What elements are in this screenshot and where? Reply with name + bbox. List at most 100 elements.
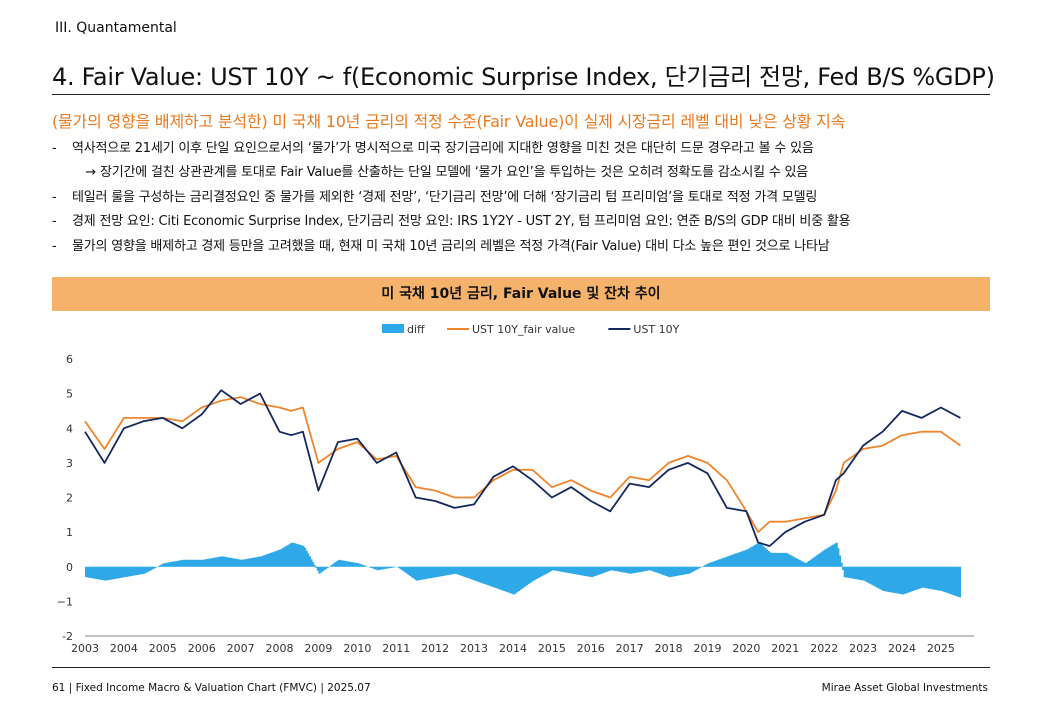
diff-bar <box>183 559 187 567</box>
x-tick-label: 2007 <box>227 642 255 655</box>
diff-bar <box>704 565 707 567</box>
diff-bar <box>838 555 842 567</box>
diff-bar <box>383 566 386 570</box>
y-tick-label: 5 <box>66 388 73 401</box>
diff-bar <box>582 566 585 576</box>
diff-bar <box>431 566 435 578</box>
diff-bar <box>718 559 722 567</box>
diff-bar <box>889 566 892 593</box>
diff-bar <box>266 554 269 567</box>
diff-bar <box>294 543 297 567</box>
diff-bar <box>188 559 191 567</box>
diff-bar <box>537 566 540 579</box>
diff-bar <box>490 566 493 587</box>
diff-bar <box>352 562 355 567</box>
diff-bar <box>193 559 196 567</box>
diff-bar <box>206 558 209 567</box>
diff-bar <box>336 560 339 567</box>
bullet-text: 역사적으로 21세기 이후 단일 요인으로서의 ‘물가’가 명시적으로 미국 장… <box>72 141 814 156</box>
diff-bar <box>723 557 726 567</box>
diff-bar <box>305 550 308 567</box>
diff-bar <box>594 566 597 576</box>
diff-bar <box>782 552 785 567</box>
diff-bar <box>347 561 350 567</box>
diff-bar <box>307 553 310 567</box>
diff-bar <box>250 558 253 567</box>
diff-bar <box>464 566 467 578</box>
diff-bar <box>663 566 666 576</box>
diff-bar <box>224 556 227 567</box>
diff-bar <box>921 566 924 588</box>
diff-bar <box>425 566 428 579</box>
diff-bar <box>872 566 876 586</box>
diff-bar <box>584 566 587 576</box>
diff-bar <box>845 566 848 578</box>
diff-bar <box>532 566 535 581</box>
diff-bar <box>803 562 806 567</box>
diff-bar <box>521 566 524 589</box>
diff-bar <box>876 566 879 588</box>
diff-bar <box>675 566 678 576</box>
diff-bar <box>744 550 748 567</box>
diff-bar <box>292 542 295 567</box>
diff-bar <box>417 566 420 581</box>
diff-bar <box>461 566 464 576</box>
legend-label: diff <box>407 323 425 336</box>
lead-statement: (물가의 영향을 배제하고 분석한) 미 국채 10년 금리의 적정 수준(Fa… <box>52 112 846 131</box>
diff-bar <box>311 562 315 567</box>
x-tick-label: 2017 <box>616 642 644 655</box>
diff-bar <box>345 561 349 567</box>
diff-bar <box>477 566 480 582</box>
diff-bar <box>161 564 164 567</box>
diff-bar <box>577 566 581 575</box>
diff-bar <box>415 566 418 581</box>
chart-title-band: 미 국채 10년 금리, Fair Value 및 잔차 추이 <box>52 277 990 311</box>
diff-bar <box>487 566 490 586</box>
x-tick-label: 2021 <box>771 642 799 655</box>
legend-swatch-diff <box>382 324 404 333</box>
diff-bar <box>829 546 832 567</box>
x-tick-label: 2025 <box>927 642 955 655</box>
diff-bar <box>856 566 859 580</box>
diff-bar <box>898 566 902 594</box>
diff-bar <box>401 566 404 571</box>
x-tick-label: 2020 <box>732 642 760 655</box>
diff-bar <box>936 566 939 591</box>
diff-bar <box>229 557 232 567</box>
diff-bar <box>217 556 221 567</box>
diff-bar <box>91 566 94 579</box>
diff-bar <box>859 566 863 581</box>
diff-bar <box>469 566 472 579</box>
diff-bar <box>508 566 511 593</box>
diff-bar <box>391 566 394 568</box>
x-tick-label: 2003 <box>71 642 99 655</box>
diff-bar <box>644 566 647 572</box>
diff-bar <box>944 566 947 593</box>
diff-bar <box>809 559 812 567</box>
diff-bar <box>751 546 754 567</box>
diff-bar <box>333 563 336 567</box>
diff-bar <box>958 566 961 598</box>
diff-bar <box>339 560 342 567</box>
diff-bar <box>119 566 122 579</box>
diff-bar <box>726 556 730 567</box>
diff-bar <box>112 566 115 580</box>
diff-bar <box>402 566 405 572</box>
diff-bar <box>673 566 676 577</box>
diff-bar <box>895 566 898 594</box>
y-tick-label: 0 <box>66 561 73 574</box>
diff-bar <box>433 566 436 578</box>
diff-bar <box>368 566 371 568</box>
diff-bar <box>381 566 384 570</box>
diff-bar <box>553 566 556 571</box>
diff-bar <box>696 566 699 570</box>
y-tick-label: −1 <box>57 595 73 608</box>
diff-bar <box>279 549 282 567</box>
x-tick-label: 2012 <box>421 642 449 655</box>
diff-bar <box>418 566 422 581</box>
diff-bar <box>456 566 459 575</box>
diff-bar <box>470 566 474 580</box>
diff-bar <box>955 566 958 597</box>
diff-bar <box>892 566 895 593</box>
diff-bar <box>201 559 204 567</box>
